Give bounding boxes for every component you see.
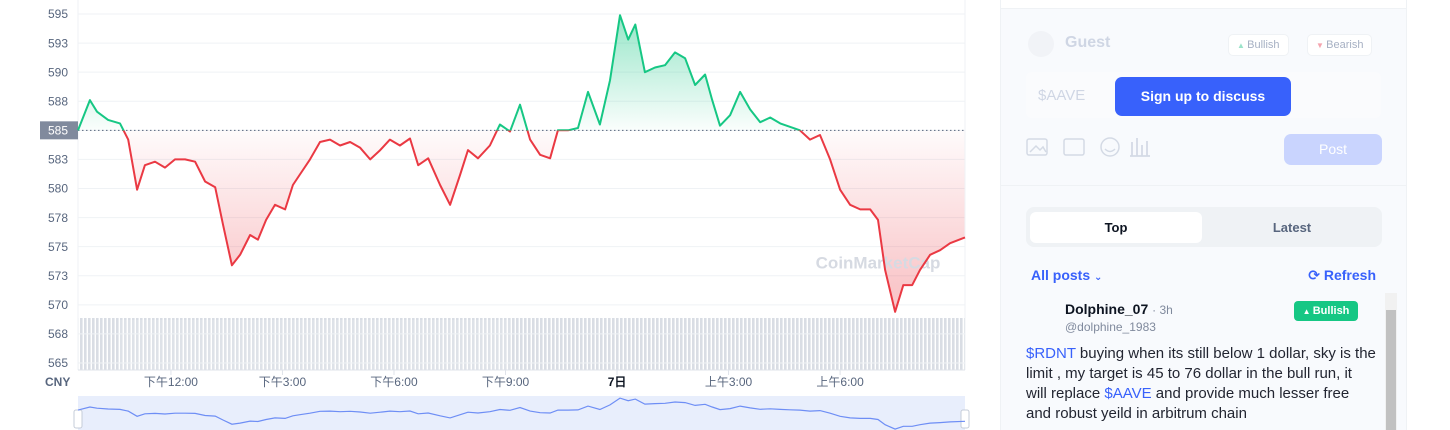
y-tick-label: 573 — [48, 269, 68, 283]
navigator-handle[interactable] — [73, 409, 83, 429]
baseline-tag — [40, 121, 78, 140]
post-body: $RDNT buying when its still below 1 doll… — [1026, 344, 1376, 424]
post-author[interactable]: Dolphine_07 · 3h — [1065, 301, 1173, 317]
price-line — [77, 14, 966, 313]
y-tick-label: 568 — [48, 327, 68, 341]
x-tick-label: 下午6:00 — [370, 375, 418, 389]
x-tick-label: 上午6:00 — [816, 375, 864, 389]
y-tick-label: 590 — [48, 65, 68, 79]
post-time: · 3h — [1152, 303, 1173, 317]
post-text: buying when its still below 1 dollar, sk… — [1026, 345, 1376, 402]
scroll-thumb[interactable] — [1386, 310, 1396, 430]
navigator-line — [77, 397, 966, 430]
volume-shade — [120, 320, 510, 370]
emoji-smile — [1104, 148, 1116, 153]
image-icon-shape — [1029, 144, 1047, 153]
sentiment-label: Bullish — [1312, 305, 1350, 317]
sentiment-badge: ▲ Bullish — [1294, 301, 1358, 321]
input-placeholder: $AAVE — [1038, 87, 1086, 104]
x-tick-label: 下午3:00 — [259, 375, 307, 389]
gif-icon[interactable] — [1063, 138, 1085, 156]
y-tick-label: 583 — [48, 153, 68, 167]
user-name: Guest — [1065, 34, 1111, 51]
y-tick-label: 585 — [48, 124, 68, 138]
refresh-button[interactable]: ⟳ Refresh — [1308, 267, 1376, 283]
refresh-label: Refresh — [1323, 267, 1376, 283]
filter-dropdown[interactable]: All posts ⌄ — [1031, 267, 1103, 283]
post-text: and provide much lesser free and robust … — [1026, 385, 1350, 422]
post-tools — [1026, 137, 1150, 157]
filter-label: All posts — [1031, 267, 1091, 283]
post-button[interactable]: Post — [1284, 134, 1382, 165]
post-handle: @dolphine_1983 — [1065, 320, 1156, 334]
volume-bars — [78, 318, 965, 370]
signup-button[interactable]: Sign up to discuss — [1115, 77, 1291, 116]
y-tick-label: 575 — [48, 240, 68, 254]
tab-bar: Top Latest — [1026, 207, 1382, 247]
bearish-toggle[interactable]: ▼ Bearish — [1307, 34, 1373, 56]
community-panel: Guest ▲ Bullish ▼ Bearish $AAVE Sign up … — [1000, 0, 1407, 430]
emoji-icon[interactable] — [1100, 137, 1120, 157]
ticker-link[interactable]: $AAVE — [1104, 385, 1152, 402]
x-tick-label: 下午12:00 — [144, 375, 198, 389]
bearish-label: Bearish — [1326, 39, 1364, 51]
watermark: CoinMarketCap — [816, 253, 941, 272]
tab-latest[interactable]: Latest — [1272, 220, 1312, 235]
x-tick-label: 下午9:00 — [482, 375, 530, 389]
y-tick-label: 588 — [48, 94, 68, 108]
avatar — [1028, 31, 1054, 57]
ticker-link[interactable]: $RDNT — [1026, 345, 1076, 362]
navigator-handle[interactable] — [960, 409, 970, 429]
panel-top — [1001, 0, 1406, 9]
price-area — [78, 15, 965, 312]
y-tick-label: 595 — [48, 7, 68, 21]
y-tick-label: 578 — [48, 211, 68, 225]
bullish-toggle[interactable]: ▲ Bullish — [1228, 34, 1289, 56]
tab-top[interactable]: Top — [1030, 212, 1202, 243]
currency-label: CNY — [45, 375, 70, 389]
poll-icon[interactable] — [1130, 138, 1150, 157]
navigator — [78, 396, 965, 430]
y-tick-label: 565 — [48, 356, 68, 370]
x-tick-label: 上午3:00 — [705, 375, 753, 389]
scrollbar[interactable] — [1385, 293, 1397, 430]
image-icon[interactable] — [1026, 138, 1048, 156]
y-tick-label: 580 — [48, 182, 68, 196]
y-tick-label: 570 — [48, 298, 68, 312]
divider — [1001, 185, 1406, 186]
bullish-label: Bullish — [1247, 39, 1280, 51]
x-tick-label: 7日 — [608, 375, 627, 389]
author-name[interactable]: Dolphine_07 — [1065, 301, 1149, 317]
y-tick-label: 593 — [48, 36, 68, 50]
price-chart: CoinMarketCap CNY 565 568 570 573 575 578 580 5… — [40, 0, 970, 430]
